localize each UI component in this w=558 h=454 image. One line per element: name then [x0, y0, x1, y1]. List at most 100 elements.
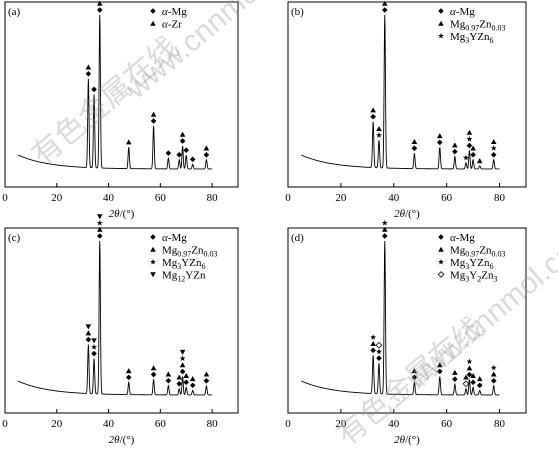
peak-marker — [490, 145, 497, 151]
x-tick-label: 80 — [207, 192, 219, 204]
peak-marker — [176, 374, 183, 380]
peak-marker — [85, 336, 92, 343]
panel-label: (a) — [8, 6, 21, 18]
peak-marker — [165, 377, 172, 384]
peak-marker — [436, 368, 443, 375]
peak-marker — [381, 233, 388, 239]
legend-label: Mg3Y2Zn3 — [450, 270, 497, 284]
plot-frame — [287, 227, 527, 414]
peak-marker — [490, 138, 497, 145]
peak-marker — [436, 139, 443, 146]
peak-marker — [96, 233, 103, 239]
legend-label: α-Mg — [162, 232, 187, 244]
x-tick-label: 0 — [2, 192, 8, 204]
peak-marker — [370, 347, 376, 354]
peak-marker — [179, 368, 186, 375]
legend-label: α-Mg — [450, 6, 475, 18]
legend-marker — [150, 20, 156, 26]
legend-marker — [150, 8, 156, 14]
peak-marker — [91, 344, 97, 350]
legend-marker — [150, 246, 156, 252]
peak-marker — [183, 372, 190, 379]
peak-marker — [452, 369, 458, 375]
peak-marker — [375, 341, 383, 349]
x-tick-label: 60 — [441, 418, 453, 430]
peak-marker — [370, 340, 376, 347]
peak-marker — [466, 371, 473, 378]
peak-marker — [490, 364, 497, 371]
x-tick-label: 20 — [335, 192, 347, 204]
legend-marker — [438, 32, 444, 39]
peak-marker — [376, 348, 382, 355]
peak-marker — [179, 362, 186, 368]
panel-0: 0 20 40 60 80 2θ/(°) (a) α-Mgα-Zr — [2, 0, 239, 220]
panel-2: 0 20 40 60 80 2θ/(°) (c) α-MgMg0.97Zn0.03Mg3YZn… — [2, 214, 239, 446]
plot-frame — [287, 1, 527, 188]
peak-marker — [96, 219, 103, 226]
legend-marker — [438, 20, 444, 26]
peak-marker — [203, 377, 210, 384]
peak-marker — [463, 154, 469, 161]
legend-marker — [438, 246, 444, 252]
peak-marker — [436, 362, 443, 368]
peak-marker — [96, 226, 103, 232]
peak-marker — [462, 380, 470, 388]
peak-marker — [189, 376, 196, 382]
x-tick-label: 40 — [388, 192, 400, 204]
legend-label: Mg3YZn6 — [450, 31, 493, 45]
panel-label: (c) — [8, 232, 21, 244]
peak-marker — [96, 0, 103, 6]
legend-marker — [438, 234, 444, 240]
peak-marker — [411, 374, 418, 381]
x-tick-label: 60 — [155, 418, 167, 430]
legend-label: α-Mg — [450, 232, 475, 244]
x-tick-label: 20 — [51, 192, 63, 204]
peak-marker — [125, 139, 132, 145]
legend-label: Mg0.97Zn0.03 — [450, 19, 506, 33]
x-tick-label: 80 — [494, 418, 506, 430]
peak-marker — [381, 219, 388, 226]
x-tick-label: 20 — [335, 418, 347, 430]
xrd-trace — [301, 14, 500, 170]
legend-marker — [150, 234, 156, 240]
x-tick-label: 60 — [441, 192, 453, 204]
peak-marker — [470, 379, 476, 386]
peak-marker — [91, 338, 97, 344]
x-tick-label: 80 — [494, 192, 506, 204]
peak-marker — [370, 113, 376, 120]
peak-marker — [452, 376, 458, 382]
x-tick-label: 80 — [207, 418, 219, 430]
peak-marker — [470, 145, 476, 151]
peak-marker — [150, 371, 157, 378]
peak-marker — [470, 372, 476, 379]
peak-marker — [203, 151, 210, 158]
peak-marker — [370, 334, 377, 340]
panel-1: 0 20 40 60 80 2θ/(°) (b) α-MgMg0.97Zn0.03Mg3YZn… — [285, 0, 527, 220]
xrd-trace — [301, 240, 500, 396]
peak-marker — [96, 214, 103, 220]
peak-marker — [85, 324, 92, 330]
peak-marker — [490, 371, 497, 377]
peak-marker — [183, 147, 190, 153]
peak-marker — [381, 0, 388, 6]
x-axis-label: 2θ/(°) — [109, 434, 135, 446]
peak-marker — [466, 358, 473, 365]
legend-label: Mg3YZn6 — [450, 257, 493, 271]
peak-marker — [376, 125, 382, 131]
peak-marker — [203, 145, 210, 151]
x-tick-label: 40 — [103, 418, 115, 430]
peak-marker — [125, 368, 132, 374]
peak-marker — [183, 379, 190, 386]
plot-frame — [4, 227, 239, 414]
x-tick-label: 40 — [388, 418, 400, 430]
peak-marker — [381, 7, 388, 13]
xrd-trace — [17, 14, 213, 170]
peak-marker — [370, 107, 376, 113]
legend-label: Mg3YZn6 — [162, 257, 205, 271]
peak-marker — [125, 374, 132, 381]
x-axis-label: 2θ/(°) — [109, 208, 135, 220]
peak-marker — [91, 86, 97, 93]
peak-marker — [436, 133, 443, 139]
peak-marker — [179, 138, 186, 144]
peak-marker — [490, 377, 497, 384]
